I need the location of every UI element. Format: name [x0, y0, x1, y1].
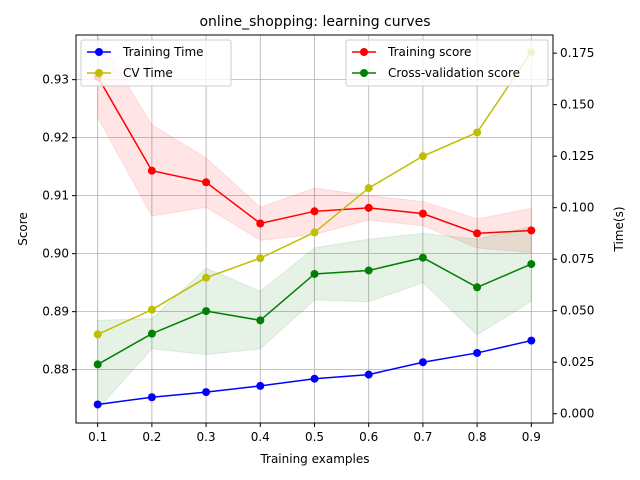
axis-layer: 0.1 0.2 0.3 0.4 0.5 0.6 0.7 0.8 0.9 0.88 0.89 0.90 0…: [42, 46, 594, 444]
legend-label: CV Time: [123, 66, 173, 80]
data-point: [418, 358, 427, 367]
data-point: [418, 209, 427, 218]
y-left-tick-label: 0.91: [42, 189, 69, 203]
confidence-band: [97, 225, 532, 411]
data-point: [202, 273, 211, 282]
data-point: [418, 152, 427, 161]
legend-box: [80, 39, 232, 87]
data-point: [418, 253, 427, 262]
data-point: [473, 348, 482, 357]
data-point: [256, 381, 265, 390]
legend-marker: [95, 48, 103, 56]
y-right-tick-label: 0.000: [560, 407, 594, 421]
data-point: [310, 207, 319, 216]
data-point: [310, 269, 319, 278]
data-point: [473, 128, 482, 137]
x-tick-label: 0.7: [413, 430, 432, 444]
x-tick-label: 0.5: [305, 430, 324, 444]
y-right-tick-label: 0.025: [560, 355, 594, 369]
data-point: [93, 400, 102, 409]
data-point: [147, 305, 156, 314]
x-tick-label: 0.3: [197, 430, 216, 444]
y-right-tick-label: 0.175: [560, 46, 594, 60]
data-point: [364, 184, 373, 193]
data-point: [202, 307, 211, 316]
data-point: [202, 388, 211, 397]
legend-label: Cross-validation score: [388, 66, 520, 80]
x-tick-label: 0.4: [251, 430, 270, 444]
x-axis-label: Training examples: [259, 452, 369, 466]
x-tick-label: 0.9: [522, 430, 541, 444]
legend-marker: [95, 69, 103, 77]
y-right-tick-label: 0.100: [560, 201, 594, 215]
data-point: [147, 329, 156, 338]
legend-marker: [360, 69, 368, 77]
data-point: [93, 330, 102, 339]
data-point: [364, 203, 373, 212]
data-point: [473, 283, 482, 292]
legend-marker: [360, 48, 368, 56]
data-point: [256, 254, 265, 263]
data-point: [310, 228, 319, 237]
x-tick-label: 0.6: [359, 430, 378, 444]
y-left-tick-label: 0.90: [42, 247, 69, 261]
y-right-tick-label: 0.125: [560, 149, 594, 163]
chart-title: online_shopping: learning curves: [199, 14, 430, 30]
grid-layer: [76, 35, 553, 423]
x-tick-label: 0.8: [468, 430, 487, 444]
y-left-tick-label: 0.89: [42, 305, 69, 319]
y-left-tick-label: 0.88: [42, 363, 69, 377]
data-point: [202, 178, 211, 187]
legend-label: Training Time: [122, 45, 204, 59]
data-point: [527, 336, 536, 345]
x-tick-label: 0.1: [88, 430, 107, 444]
data-point: [147, 166, 156, 175]
x-tick-label: 0.2: [142, 430, 161, 444]
y-axis-left-label: Score: [16, 212, 30, 246]
y-left-tick-label: 0.92: [42, 131, 69, 145]
legend-label: Training score: [387, 45, 471, 59]
data-point: [256, 219, 265, 228]
data-point: [364, 370, 373, 379]
data-point: [364, 266, 373, 275]
confidence-band-layer: [97, 34, 532, 411]
data-point: [473, 229, 482, 238]
legend-time: Training Time CV Time: [80, 39, 232, 87]
data-point: [527, 226, 536, 235]
data-point: [527, 260, 536, 269]
legend-score: Training score Cross-validation score: [345, 39, 549, 87]
y-left-tick-label: 0.93: [42, 73, 69, 87]
y-right-tick-label: 0.075: [560, 252, 594, 266]
y-right-tick-label: 0.050: [560, 304, 594, 318]
data-point: [256, 316, 265, 325]
data-point: [93, 360, 102, 369]
y-axis-right-label: Time(s): [612, 207, 626, 253]
confidence-band: [97, 34, 532, 254]
data-point: [310, 374, 319, 383]
legend-box: [345, 39, 549, 87]
data-point: [147, 393, 156, 402]
y-right-tick-label: 0.150: [560, 98, 594, 112]
